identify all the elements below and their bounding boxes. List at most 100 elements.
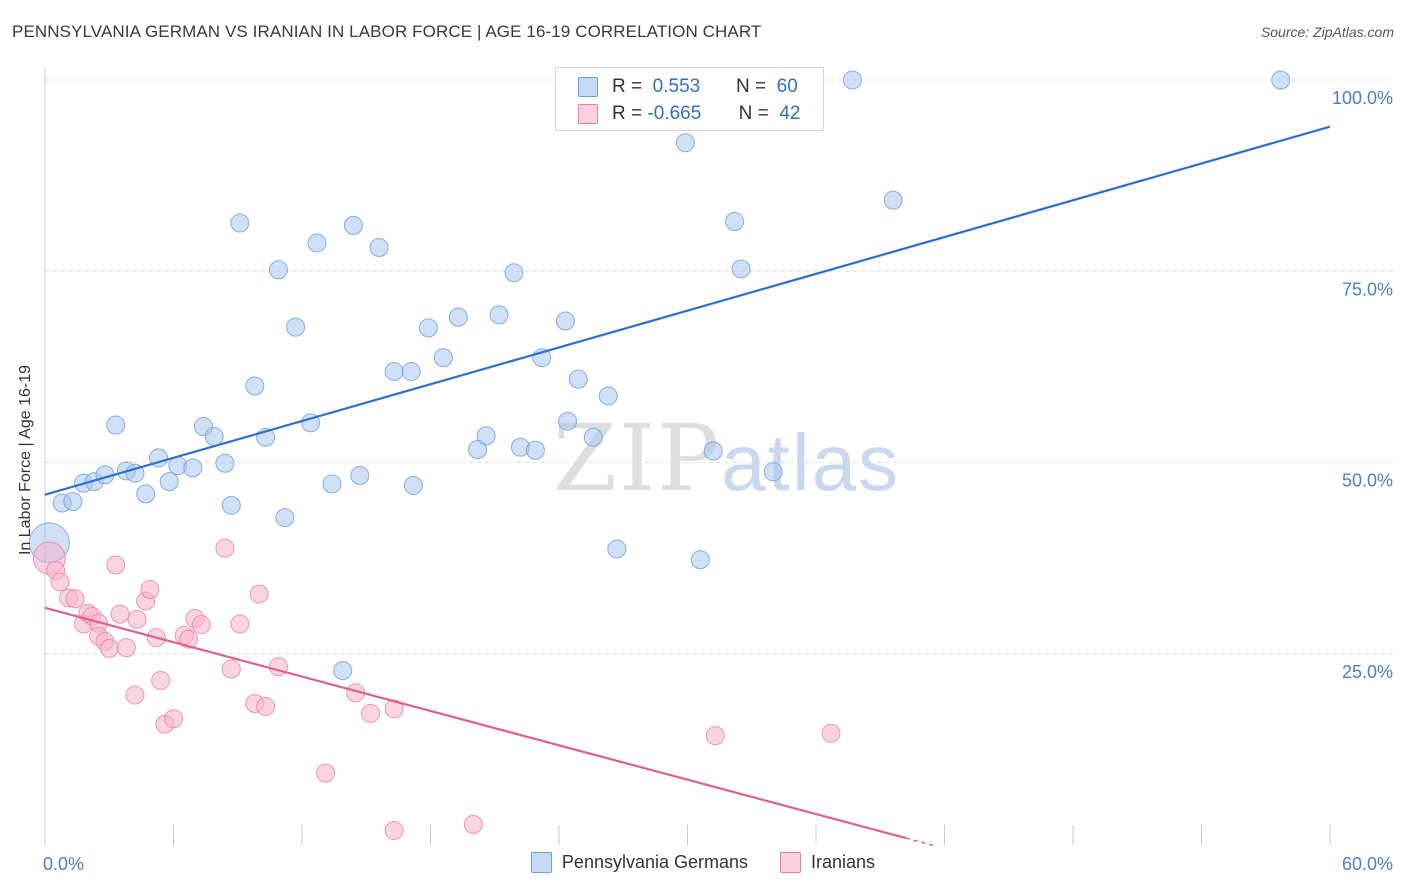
data-point	[65, 589, 85, 609]
data-point	[151, 671, 171, 691]
y-axis-label: In Labor Force | Age 16-19	[17, 364, 35, 556]
data-point	[418, 318, 438, 338]
data-point	[256, 697, 276, 717]
data-point	[476, 426, 496, 446]
data-point	[598, 386, 618, 406]
legend-r-label: R =	[612, 76, 643, 97]
trend-lines	[44, 125, 1331, 847]
axes	[44, 68, 1331, 845]
data-point	[463, 814, 483, 834]
legend-r-value: -0.665	[647, 103, 702, 124]
data-point	[607, 539, 627, 559]
data-point	[583, 427, 603, 447]
data-point	[384, 820, 404, 840]
watermark: ZIPatlas	[553, 405, 900, 512]
data-point	[245, 376, 265, 396]
data-point	[504, 263, 524, 283]
trend-line-iranians-extension	[905, 837, 934, 847]
series-legend-item-pennsylvania[interactable]: Pennsylvania Germans	[530, 852, 749, 873]
data-point	[159, 472, 179, 492]
data-point	[286, 317, 306, 337]
series-swatch-iranians	[780, 852, 802, 873]
legend-swatch-iranians	[578, 104, 598, 124]
watermark-zip: ZIP	[553, 405, 722, 512]
data-point	[307, 233, 327, 253]
data-point	[403, 475, 423, 495]
data-point	[361, 703, 381, 723]
trend-line-iranians	[44, 606, 907, 840]
legend-n-label: N =	[738, 103, 769, 124]
data-point	[140, 579, 160, 599]
data-point	[322, 474, 342, 494]
data-point	[125, 685, 145, 705]
y-tick-label: 75.0%	[1342, 279, 1393, 299]
data-point	[350, 466, 370, 486]
series-legend-item-iranians[interactable]: Iranians	[780, 852, 875, 873]
data-point	[489, 305, 509, 325]
data-point	[116, 638, 136, 658]
data-point	[221, 659, 241, 679]
data-point	[725, 212, 745, 232]
data-point	[525, 440, 545, 460]
data-points	[28, 70, 1291, 840]
data-point	[568, 369, 588, 389]
data-point	[136, 484, 156, 504]
data-point	[99, 638, 119, 658]
series-legend-label: Pennsylvania Germans	[561, 852, 749, 872]
legend-row-pennsylvania: R = 0.553 N = 60	[578, 74, 798, 100]
data-point	[164, 709, 183, 729]
data-point	[268, 260, 288, 280]
data-point	[230, 614, 250, 634]
data-point	[433, 348, 453, 368]
data-point	[230, 213, 250, 233]
y-tick-label: 25.0%	[1342, 662, 1393, 682]
series-legend: Pennsylvania Germans Iranians	[0, 852, 1406, 873]
legend-r-value: 0.553	[652, 76, 701, 97]
series-legend-label: Iranians	[811, 852, 876, 872]
legend-n-label: N =	[735, 76, 767, 97]
legend-row-iranians: R = -0.665 N = 42	[578, 101, 800, 127]
data-point	[763, 462, 783, 482]
legend-n-value: 42	[779, 103, 801, 124]
data-point	[215, 538, 235, 558]
data-point	[215, 453, 235, 473]
source-label: Source: ZipAtlas.com	[1260, 24, 1394, 40]
data-point	[401, 361, 421, 381]
legend-swatch-pennsylvania	[578, 77, 598, 97]
x-tick-label: 0.0%	[43, 854, 84, 874]
data-point	[675, 133, 695, 153]
data-point	[50, 572, 70, 592]
data-point	[106, 415, 126, 435]
data-point	[384, 361, 404, 381]
data-point	[110, 604, 130, 624]
data-point	[705, 726, 725, 746]
data-point	[249, 584, 269, 604]
series-pennsylvania-germans	[28, 70, 1291, 681]
data-point	[204, 426, 224, 446]
legend-n-value: 60	[776, 76, 798, 97]
data-point	[191, 615, 211, 635]
data-point	[821, 723, 841, 743]
data-point	[555, 311, 575, 331]
stats-legend: R = 0.553 N = 60 R = -0.665 N = 42	[555, 67, 824, 131]
data-point	[316, 763, 336, 783]
data-point	[731, 259, 751, 279]
data-point	[106, 555, 126, 575]
y-tick-label: 50.0%	[1342, 471, 1393, 491]
data-point	[842, 70, 862, 90]
data-point	[63, 492, 83, 512]
series-swatch-pennsylvania	[530, 852, 552, 873]
x-tick-label: 60.0%	[1342, 854, 1393, 874]
series-iranians	[32, 538, 841, 840]
data-point	[448, 307, 468, 327]
data-point	[384, 699, 404, 719]
data-point	[369, 238, 389, 258]
data-point	[221, 495, 241, 515]
data-point	[343, 215, 363, 235]
trend-line-pennsylvania-germans	[44, 125, 1331, 496]
data-point	[883, 190, 903, 210]
legend-r-label: R =	[612, 103, 643, 124]
data-point	[468, 439, 488, 459]
tick-labels: 25.0% 50.0% 75.0% 100.0% 0.0% 60.0%	[43, 88, 1393, 874]
